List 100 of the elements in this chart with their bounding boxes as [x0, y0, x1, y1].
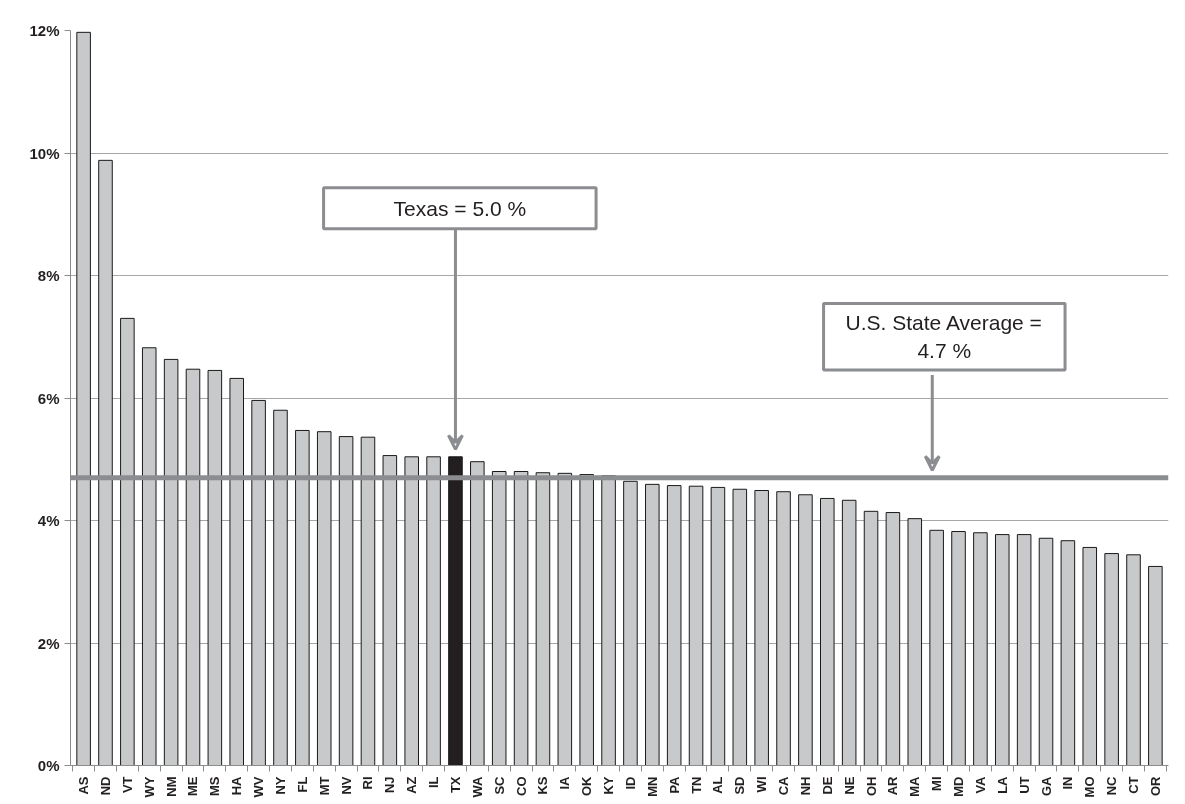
x-tick-label: FL: [294, 776, 310, 793]
x-tick-label: AZ: [404, 776, 420, 794]
bar: [666, 485, 682, 766]
x-tick-label: GA: [1038, 775, 1054, 796]
bar: [885, 512, 901, 766]
x-tick-label: MT: [316, 776, 332, 796]
bar: [207, 369, 223, 766]
x-tick-label: LA: [994, 775, 1010, 794]
bar: [754, 489, 769, 766]
bar: [732, 488, 748, 766]
bar: [404, 456, 419, 766]
bar: [1148, 565, 1163, 766]
x-tick-label: AL: [710, 776, 726, 794]
bar: [907, 518, 923, 766]
bar: [360, 436, 376, 766]
x-tick-label: ME: [185, 776, 201, 796]
bar: [295, 429, 310, 766]
bar: [273, 409, 288, 766]
x-tick-label: IN: [1060, 776, 1076, 790]
bar: [1016, 534, 1032, 766]
x-tick-label: SC: [491, 775, 507, 795]
x-tick-label: AS: [76, 776, 92, 795]
bar: [710, 486, 726, 766]
x-tick-label: MO: [1082, 776, 1098, 798]
bar: [426, 456, 441, 766]
bar: [251, 399, 266, 766]
bar: [98, 159, 113, 766]
x-tick-label: VT: [119, 776, 135, 794]
x-tick-label: KS: [535, 776, 551, 795]
x-tick-label: NJ: [382, 776, 398, 794]
x-tick-label: MI: [929, 776, 945, 791]
bar: [1038, 537, 1054, 766]
x-tick-label: TN: [688, 776, 704, 794]
bar: [120, 317, 135, 766]
x-tick-label: SD: [732, 776, 748, 795]
bar: [1126, 554, 1141, 766]
x-tick-label: CA: [776, 775, 792, 796]
x-tick-label: MD: [951, 776, 967, 797]
bar: [491, 471, 507, 766]
bar: [820, 497, 835, 766]
y-tick-label: 10%: [29, 144, 60, 162]
bar: [535, 472, 551, 766]
x-tick-label: VA: [972, 775, 988, 794]
x-tick-label: ND: [98, 776, 113, 796]
x-tick-label: WV: [251, 776, 267, 798]
x-tick-label: NH: [797, 776, 813, 796]
bar: [76, 31, 91, 766]
bar: [645, 483, 660, 766]
x-tick-label: CT: [1126, 776, 1141, 794]
x-tick-label: OK: [579, 775, 595, 796]
bar: [776, 491, 791, 766]
bar: [316, 431, 332, 766]
bar: [1104, 553, 1119, 766]
x-tick-label: TX: [447, 776, 463, 794]
y-tick-label: 12%: [29, 22, 60, 39]
bar: [929, 529, 944, 766]
x-tick-label: WY: [141, 776, 157, 798]
x-tick-label: NE: [841, 776, 857, 795]
bar: [557, 472, 573, 766]
x-tick-label: ID: [622, 776, 638, 790]
x-tick-label: RI: [360, 776, 376, 790]
bar: [951, 531, 966, 766]
bar: [994, 534, 1010, 766]
x-tick-label: MS: [207, 776, 223, 796]
x-tick-label: OH: [863, 776, 879, 796]
bar: [338, 436, 354, 766]
x-tick-label: PA: [666, 775, 682, 794]
x-tick-label: WA: [469, 775, 485, 798]
annotation: U.S. State Average = 4.7 %: [845, 311, 1042, 363]
bar: [798, 494, 813, 766]
x-tick-label: MA: [907, 775, 923, 797]
x-tick-label: AR: [885, 775, 901, 796]
x-tick-label: NM: [163, 776, 179, 797]
bar: [688, 485, 704, 766]
bar: [382, 455, 398, 766]
bar: [185, 368, 201, 766]
x-tick-label: NY: [272, 776, 288, 795]
x-tick-label: OR: [1147, 775, 1163, 796]
x-tick-label: IL: [426, 776, 442, 789]
x-tick-label: DE: [819, 776, 835, 795]
bar: [1082, 546, 1098, 766]
y-tick-label: 4%: [37, 512, 60, 529]
y-tick-label: 8%: [37, 267, 60, 284]
bar: [470, 461, 485, 766]
x-tick-label: UT: [1016, 776, 1032, 794]
bar: [623, 480, 638, 766]
x-tick-label: NV: [338, 776, 354, 795]
x-tick-label: IA: [557, 775, 573, 790]
y-tick-label: 0%: [37, 757, 60, 774]
x-tick-label: WI: [754, 776, 770, 793]
x-tick-label: CO: [513, 776, 529, 796]
bar: [163, 358, 179, 766]
bar: [863, 510, 879, 766]
bar: [448, 456, 463, 766]
bar: [141, 347, 157, 766]
bar: [579, 474, 594, 766]
bar: [973, 532, 988, 766]
x-tick-label: HA: [229, 775, 245, 796]
y-tick-label: 6%: [37, 389, 60, 407]
bar: [1060, 540, 1076, 766]
